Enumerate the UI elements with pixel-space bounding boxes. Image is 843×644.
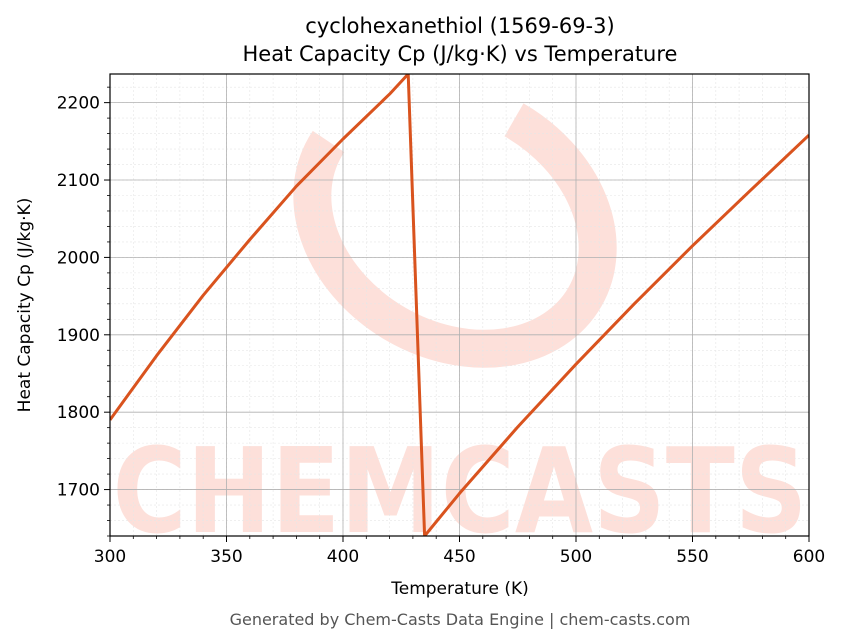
x-tick-label: 400 xyxy=(327,547,359,567)
x-tick-label: 300 xyxy=(94,547,126,567)
y-axis-label: Heat Capacity Cp (J/kg·K) xyxy=(15,198,35,413)
chart-title-line-1: cyclohexanethiol (1569-69-3) xyxy=(305,14,614,38)
y-tick-label: 1700 xyxy=(57,481,100,501)
y-tick-label: 1800 xyxy=(57,403,100,423)
chemcasts-watermark: CHEMCASTS xyxy=(113,76,808,560)
y-tick-label: 1900 xyxy=(57,326,100,346)
x-tick-label: 450 xyxy=(443,547,475,567)
footer-credit: Generated by Chem-Casts Data Engine | ch… xyxy=(230,610,691,629)
axis-ticks xyxy=(104,86,810,542)
y-tick-label: 2000 xyxy=(57,248,100,268)
x-tick-label: 350 xyxy=(210,547,242,567)
y-tick-label: 2100 xyxy=(57,171,100,191)
x-axis-label: Temperature (K) xyxy=(390,579,529,599)
x-tick-labels: 300 350 400 450 500 550 600 xyxy=(94,547,825,567)
chart-title-line-2: Heat Capacity Cp (J/kg·K) vs Temperature xyxy=(243,42,678,66)
x-tick-label: 600 xyxy=(793,547,825,567)
x-tick-label: 550 xyxy=(676,547,708,567)
x-tick-label: 500 xyxy=(560,547,592,567)
y-tick-label: 2200 xyxy=(57,94,100,114)
heat-capacity-line xyxy=(110,74,809,536)
y-tick-labels: 1700 1800 1900 2000 2100 2200 xyxy=(57,94,100,501)
